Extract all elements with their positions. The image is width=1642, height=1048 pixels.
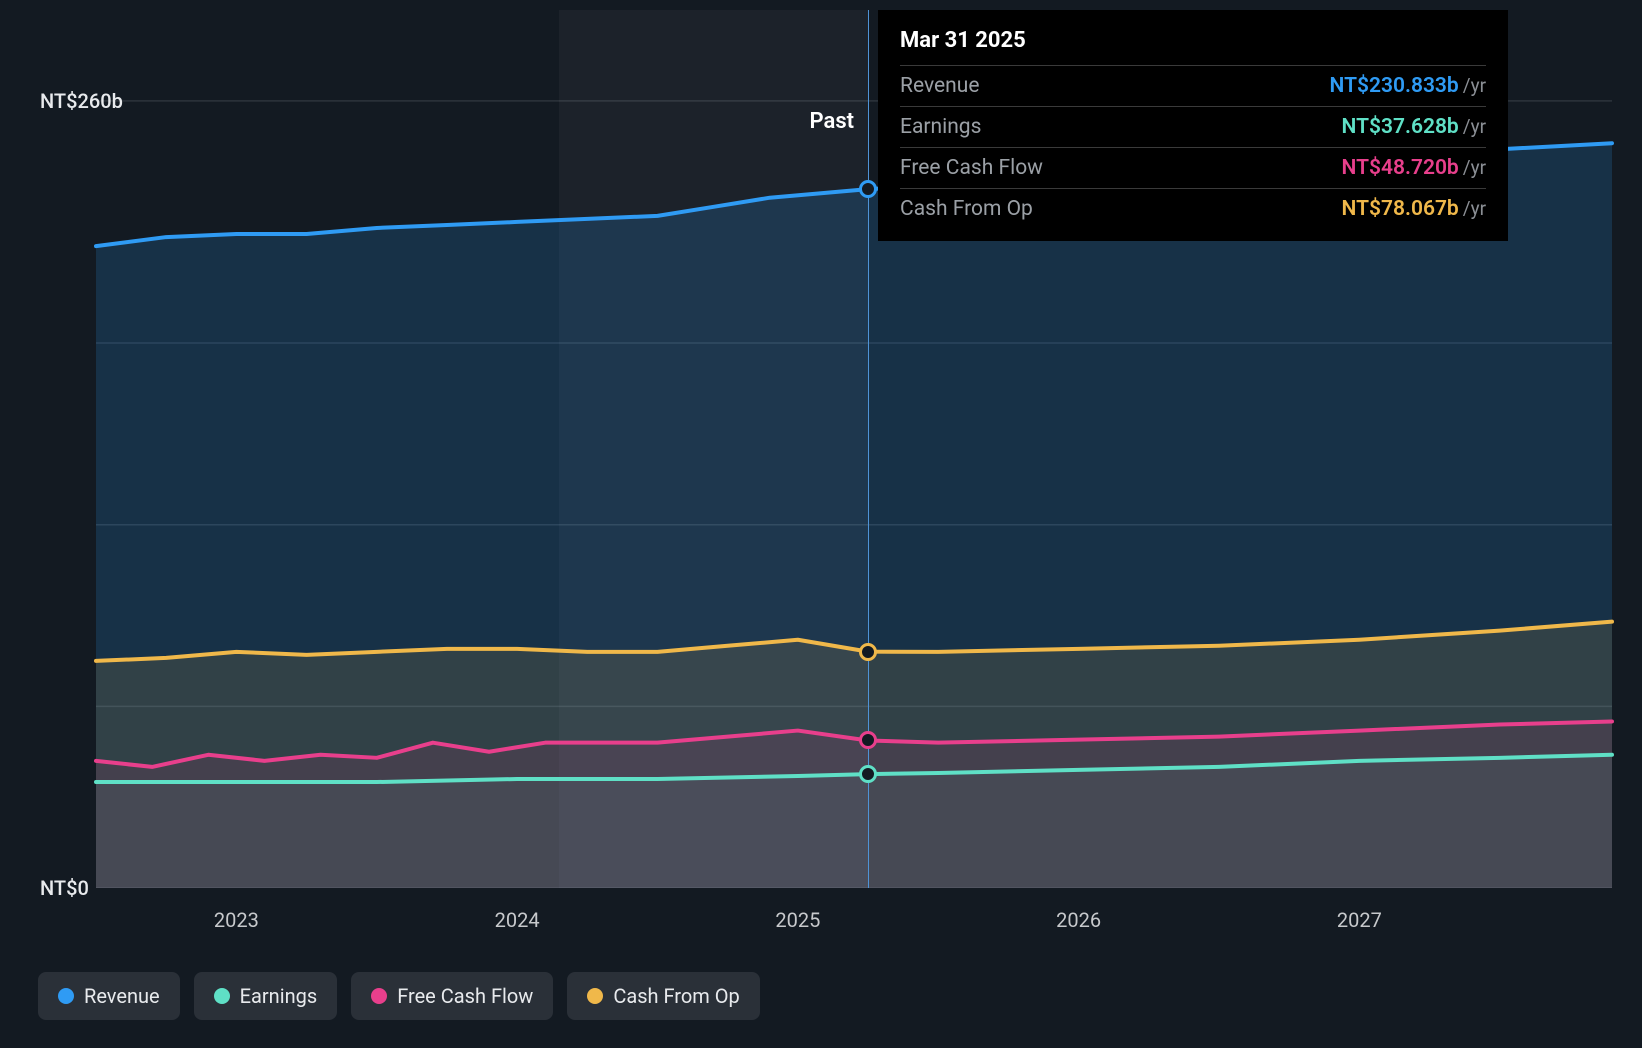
legend-dot-icon <box>214 988 230 1004</box>
series-marker-cash_from_op <box>859 643 877 661</box>
x-axis-tick-label: 2025 <box>775 908 820 932</box>
x-axis-tick-label: 2023 <box>214 908 259 932</box>
tooltip-value: NT$78.067b <box>1342 197 1459 221</box>
financial-forecast-chart: Past Analysts Forecasts Mar 31 2025 Reve… <box>0 0 1642 1048</box>
legend-label: Cash From Op <box>613 984 739 1008</box>
tooltip-suffix: /yr <box>1463 156 1486 179</box>
x-axis-tick-label: 2024 <box>495 908 540 932</box>
tooltip-row-cfo: Cash From Op NT$78.067b/yr <box>900 188 1486 229</box>
series-marker-free_cash_flow <box>859 731 877 749</box>
y-axis-tick-label: NT$260b <box>40 89 123 113</box>
tooltip-label: Revenue <box>900 74 979 98</box>
x-axis-tick-label: 2026 <box>1056 908 1101 932</box>
tooltip-value: NT$230.833b <box>1330 74 1459 98</box>
y-axis-tick-label: NT$0 <box>40 876 89 900</box>
legend: Revenue Earnings Free Cash Flow Cash Fro… <box>38 972 760 1020</box>
plot-area[interactable]: Past Analysts Forecasts Mar 31 2025 Reve… <box>96 10 1612 888</box>
tooltip-row-fcf: Free Cash Flow NT$48.720b/yr <box>900 147 1486 188</box>
cursor-line <box>868 10 869 888</box>
series-marker-revenue <box>859 180 877 198</box>
legend-item-fcf[interactable]: Free Cash Flow <box>351 972 553 1020</box>
hover-tooltip: Mar 31 2025 Revenue NT$230.833b/yr Earni… <box>878 10 1508 241</box>
series-marker-earnings <box>859 765 877 783</box>
tooltip-date: Mar 31 2025 <box>900 28 1486 65</box>
x-axis-tick-label: 2027 <box>1337 908 1382 932</box>
tooltip-value: NT$48.720b <box>1342 156 1459 180</box>
legend-label: Earnings <box>240 984 318 1008</box>
tooltip-suffix: /yr <box>1463 74 1486 97</box>
tooltip-row-earnings: Earnings NT$37.628b/yr <box>900 106 1486 147</box>
legend-label: Revenue <box>84 984 160 1008</box>
legend-dot-icon <box>58 988 74 1004</box>
tooltip-label: Earnings <box>900 115 981 139</box>
past-region-label: Past <box>810 109 855 134</box>
legend-item-earnings[interactable]: Earnings <box>194 972 338 1020</box>
tooltip-suffix: /yr <box>1463 197 1486 220</box>
tooltip-suffix: /yr <box>1463 115 1486 138</box>
legend-item-revenue[interactable]: Revenue <box>38 972 180 1020</box>
legend-item-cfo[interactable]: Cash From Op <box>567 972 759 1020</box>
tooltip-value: NT$37.628b <box>1342 115 1459 139</box>
legend-dot-icon <box>587 988 603 1004</box>
tooltip-row-revenue: Revenue NT$230.833b/yr <box>900 65 1486 106</box>
tooltip-label: Free Cash Flow <box>900 156 1043 180</box>
tooltip-label: Cash From Op <box>900 197 1033 221</box>
legend-label: Free Cash Flow <box>397 984 533 1008</box>
legend-dot-icon <box>371 988 387 1004</box>
